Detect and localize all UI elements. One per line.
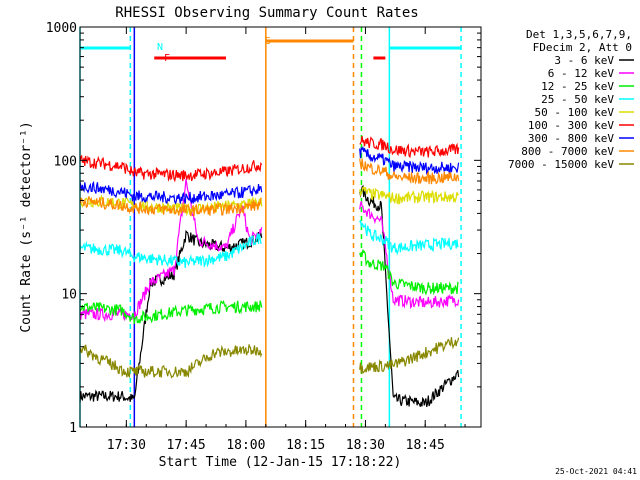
legend-label: 50 - 100 keV: [535, 106, 615, 119]
series-line-9: [79, 337, 460, 379]
series-line-8: [79, 158, 460, 217]
y-tick-label: 1000: [46, 21, 77, 36]
x-tick-label: 18:00: [226, 438, 265, 453]
legend-label: 800 - 7000 keV: [521, 145, 614, 158]
annotation-marker-n: N: [157, 42, 163, 53]
footer-timestamp: 25-Oct-2021 04:41: [555, 467, 637, 476]
x-tick-label: 18:45: [406, 438, 445, 453]
annotation-marker-f: F: [164, 53, 170, 64]
series-line-7: [79, 145, 460, 205]
series-line-3: [79, 249, 459, 325]
y-axis-label: Count Rate (s⁻¹ detector⁻¹): [19, 121, 34, 332]
legend-label: 300 - 800 keV: [528, 132, 614, 145]
legend-header-line: FDecim 2, Att 0: [533, 41, 632, 54]
legend: Det 1,3,5,6,7,9,FDecim 2, Att 03 - 6 keV…: [508, 28, 634, 171]
annotation-bars: NF S: [80, 36, 462, 64]
legend-header-line: Det 1,3,5,6,7,9,: [526, 28, 632, 41]
x-tick-label: 17:30: [107, 438, 146, 453]
series-line-4: [79, 219, 459, 269]
legend-label: 100 - 300 keV: [528, 119, 614, 132]
legend-label: 6 - 12 keV: [548, 67, 615, 80]
y-tick-label: 100: [54, 154, 77, 169]
plot-frame: [79, 26, 482, 428]
x-tick-label: 18:30: [346, 438, 385, 453]
series-lines: [79, 135, 460, 407]
series-line-6: [79, 135, 460, 183]
legend-label: 7000 - 15000 keV: [508, 158, 614, 171]
annotation-marker-s: S: [265, 36, 271, 47]
legend-label: 25 - 50 keV: [541, 93, 614, 106]
x-tick-label: 17:45: [167, 438, 206, 453]
axes: 17:30 17:45 18:00 18:15 18:30 18:45 1 10 100 1000: [46, 21, 481, 453]
x-tick-label: 18:15: [286, 438, 325, 453]
y-tick-label: 1: [69, 421, 77, 436]
y-tick-label: 10: [61, 288, 77, 303]
series-line-2: [79, 178, 460, 323]
legend-label: 12 - 25 keV: [541, 80, 614, 93]
chart-title: RHESSI Observing Summary Count Rates: [115, 5, 418, 21]
x-axis-label: Start Time (12-Jan-15 17:18:22): [159, 455, 402, 470]
legend-label: 3 - 6 keV: [554, 54, 614, 67]
series-line-1: [79, 184, 460, 407]
